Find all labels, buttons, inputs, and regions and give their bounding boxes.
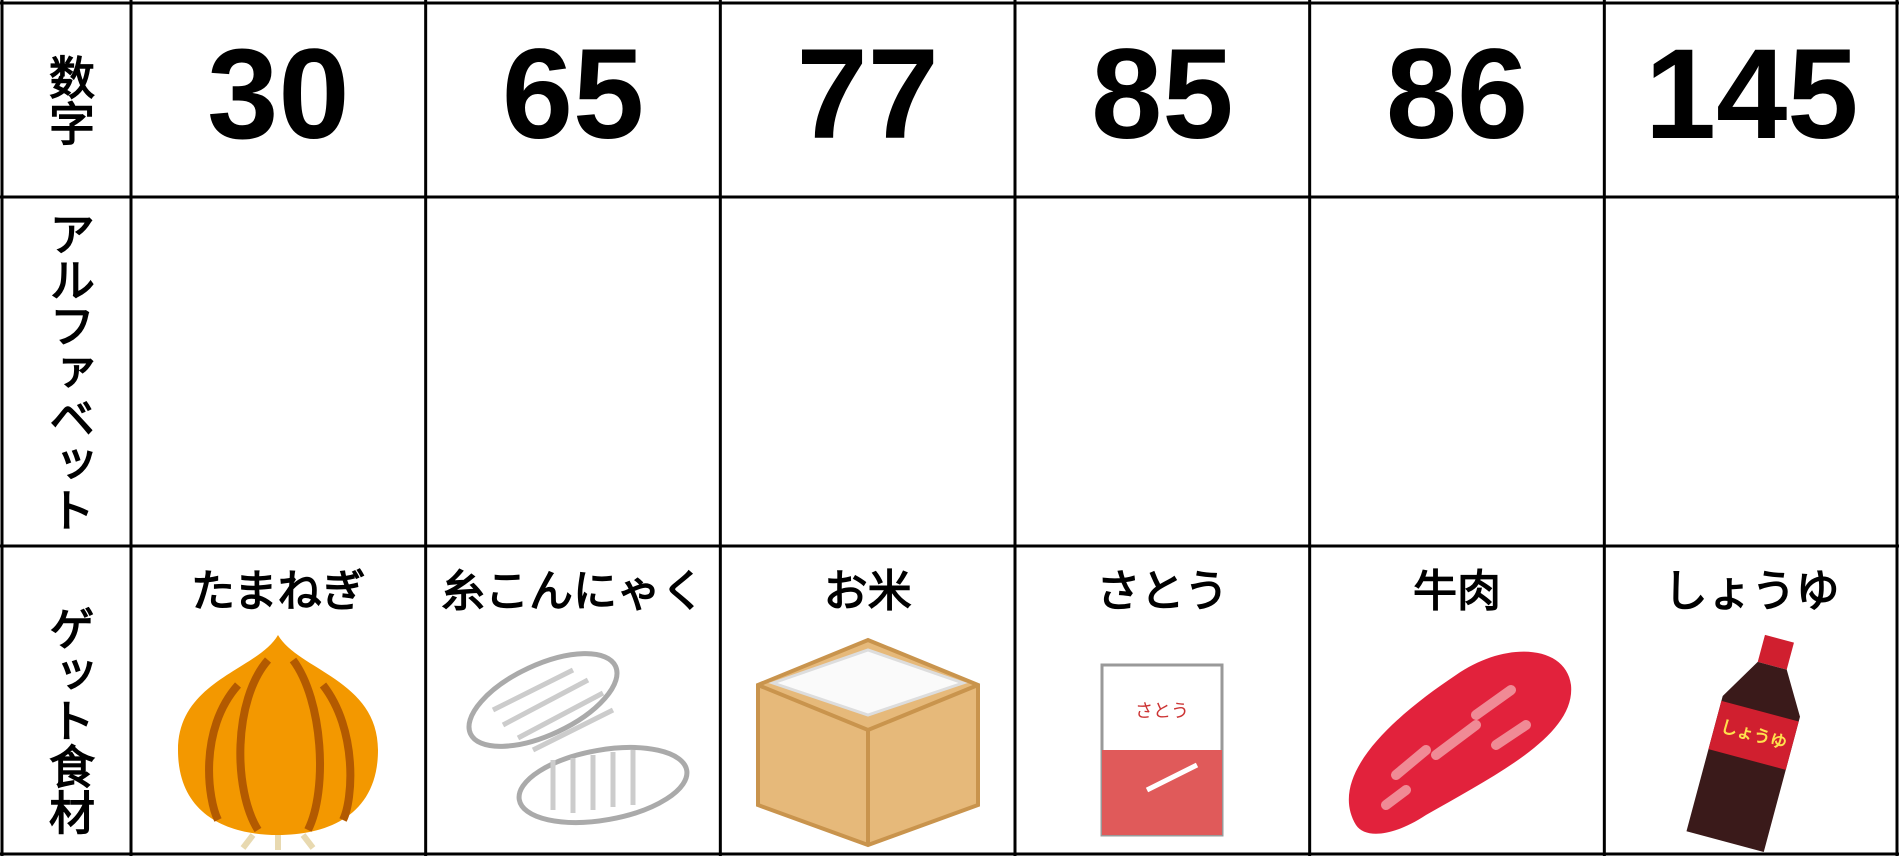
number-cell: 86 (1386, 23, 1528, 166)
food-name: 糸こんにゃく (441, 566, 705, 617)
number-cell: 65 (502, 23, 644, 166)
food-name: さとう (1096, 566, 1228, 617)
onion-icon (178, 635, 378, 850)
rice-icon (756, 637, 980, 848)
row-header: 数字 (42, 54, 96, 146)
food-name: たまねぎ (191, 566, 366, 617)
sugar-bag-label: さとう (1135, 701, 1189, 722)
food-name: 牛肉 (1413, 566, 1501, 617)
number-cell: 30 (207, 23, 349, 166)
konnyaku-icon (466, 651, 690, 825)
row-header: ゲット食材 (42, 605, 96, 835)
number-cell: 77 (796, 23, 938, 166)
food-name: しょうゆ (1664, 566, 1840, 617)
sugar-icon: さとう (1100, 663, 1224, 837)
beef-icon (1348, 651, 1572, 834)
soy-sauce-icon: しょうゆ (1686, 634, 1800, 852)
number-cell: 85 (1091, 23, 1233, 166)
row-header: アルファベット (42, 211, 96, 533)
number-cell: 145 (1645, 23, 1859, 166)
food-name: お米 (824, 566, 912, 617)
